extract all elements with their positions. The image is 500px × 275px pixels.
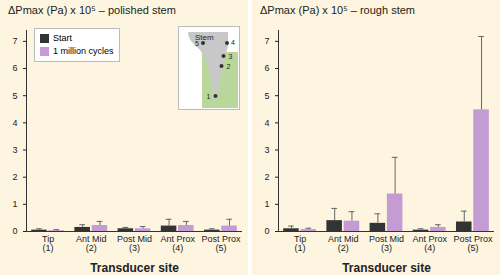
svg-text:6: 6 — [12, 63, 17, 73]
svg-text:4: 4 — [12, 118, 17, 128]
svg-text:2: 2 — [264, 172, 269, 182]
svg-text:Ant Prox(4): Ant Prox(4) — [412, 234, 447, 253]
svg-text:Post Mid(3): Post Mid(3) — [369, 234, 404, 253]
svg-text:5: 5 — [264, 91, 269, 101]
svg-text:2: 2 — [12, 172, 17, 182]
svg-text:3: 3 — [12, 145, 17, 155]
html-text:Start: Start — [53, 33, 72, 43]
svg-text:5: 5 — [195, 40, 199, 47]
svg-text:3: 3 — [229, 53, 233, 60]
svg-text:4: 4 — [231, 39, 235, 46]
svg-text:Post Mid(3): Post Mid(3) — [117, 234, 152, 253]
svg-text:0: 0 — [12, 226, 17, 236]
svg-text:0: 0 — [264, 226, 269, 236]
svg-text:1: 1 — [12, 199, 17, 209]
svg-text:1: 1 — [207, 93, 211, 100]
svg-text:Transducer site: Transducer site — [90, 261, 179, 275]
svg-text:Post Prox(5): Post Prox(5) — [201, 234, 241, 253]
svg-text:Tip(1): Tip(1) — [294, 234, 306, 253]
html-text:ΔPmax (Pa) x 10⁵ – rough stem: ΔPmax (Pa) x 10⁵ – rough stem — [260, 4, 415, 16]
html-text:1 million cycles: 1 million cycles — [53, 46, 114, 56]
svg-text:Ant Prox(4): Ant Prox(4) — [160, 234, 195, 253]
svg-text:Transducer site: Transducer site — [342, 261, 431, 275]
svg-text:5: 5 — [12, 91, 17, 101]
svg-text:Ant Mid(2): Ant Mid(2) — [76, 234, 107, 253]
svg-text:7: 7 — [264, 36, 269, 46]
svg-text:4: 4 — [264, 118, 269, 128]
svg-text:Post Prox(5): Post Prox(5) — [453, 234, 493, 253]
svg-text:Ant Mid(2): Ant Mid(2) — [328, 234, 359, 253]
svg-text:2: 2 — [227, 63, 231, 70]
svg-text:Stem: Stem — [195, 33, 214, 42]
svg-text:6: 6 — [264, 63, 269, 73]
svg-text:7: 7 — [12, 36, 17, 46]
html-text:ΔPmax (Pa) x 10⁵ – polished st: ΔPmax (Pa) x 10⁵ – polished stem — [8, 4, 176, 16]
svg-text:Tip(1): Tip(1) — [42, 234, 54, 253]
svg-text:1: 1 — [264, 199, 269, 209]
svg-text:3: 3 — [264, 145, 269, 155]
